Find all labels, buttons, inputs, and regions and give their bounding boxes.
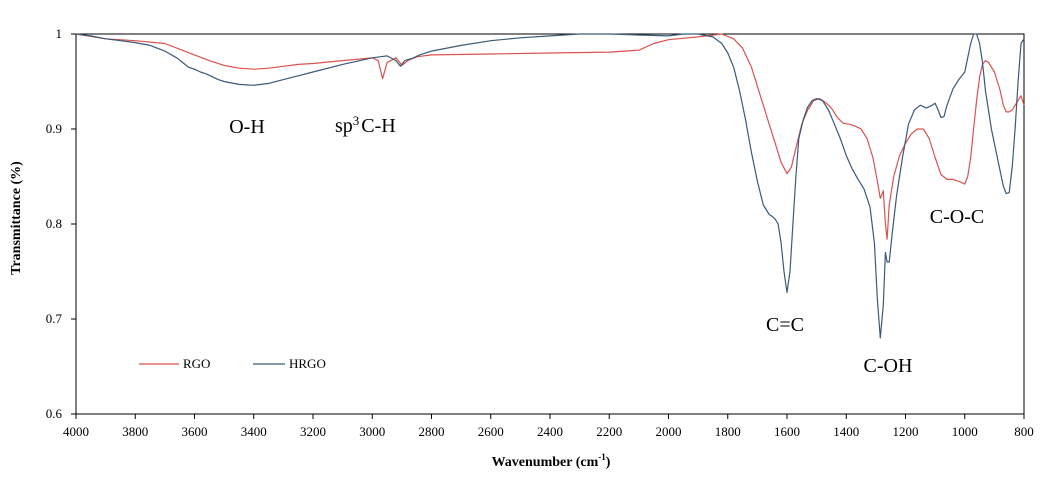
x-tick-label-1000: 1000: [952, 424, 978, 439]
x-tick-label-3000: 3000: [359, 424, 385, 439]
x-tick-label-3800: 3800: [122, 424, 148, 439]
x-tick-label-2800: 2800: [419, 424, 445, 439]
legend-label-rgo: RGO: [183, 356, 210, 371]
legend-label-hrgo: HRGO: [289, 356, 326, 371]
x-tick-label-2600: 2600: [478, 424, 504, 439]
annotation-ch: C-H: [361, 115, 395, 137]
annotation-oh: O-H: [229, 116, 265, 138]
annotation-sp3-ch: sp3C-H: [335, 113, 396, 137]
y-tick-label-0.6: 0.6: [46, 406, 63, 421]
y-axis-title: Transmittance (%): [9, 161, 24, 275]
x-axis-title: Wavenumber (cm-1): [492, 452, 611, 470]
x-axis-title-end: ): [606, 455, 611, 470]
x-axis-title-main: Wavenumber (cm: [492, 455, 599, 470]
x-tick-label-1200: 1200: [893, 424, 919, 439]
x-tick-label-1600: 1600: [774, 424, 800, 439]
x-tick-label-1800: 1800: [715, 424, 741, 439]
y-tick-label-0.8: 0.8: [46, 216, 62, 231]
x-tick-label-2200: 2200: [596, 424, 622, 439]
annotation-coc: C-O-C: [930, 206, 984, 228]
x-tick-label-800: 800: [1014, 424, 1034, 439]
y-tick-label-1: 1: [56, 26, 63, 41]
y-tick-label-0.9: 0.9: [46, 121, 62, 136]
x-tick-label-3200: 3200: [300, 424, 326, 439]
x-tick-label-1400: 1400: [833, 424, 859, 439]
annotation-coh: C-OH: [864, 355, 913, 377]
x-tick-label-4000: 4000: [63, 424, 89, 439]
annotation-cc: C=C: [766, 314, 804, 336]
x-tick-label-2000: 2000: [656, 424, 682, 439]
x-tick-label-2400: 2400: [537, 424, 563, 439]
x-tick-label-3600: 3600: [182, 424, 208, 439]
y-tick-label-0.7: 0.7: [46, 311, 63, 326]
x-tick-label-3400: 3400: [241, 424, 267, 439]
annotation-sp-sup: 3: [353, 113, 360, 128]
annotation-sp: sp: [335, 115, 353, 137]
